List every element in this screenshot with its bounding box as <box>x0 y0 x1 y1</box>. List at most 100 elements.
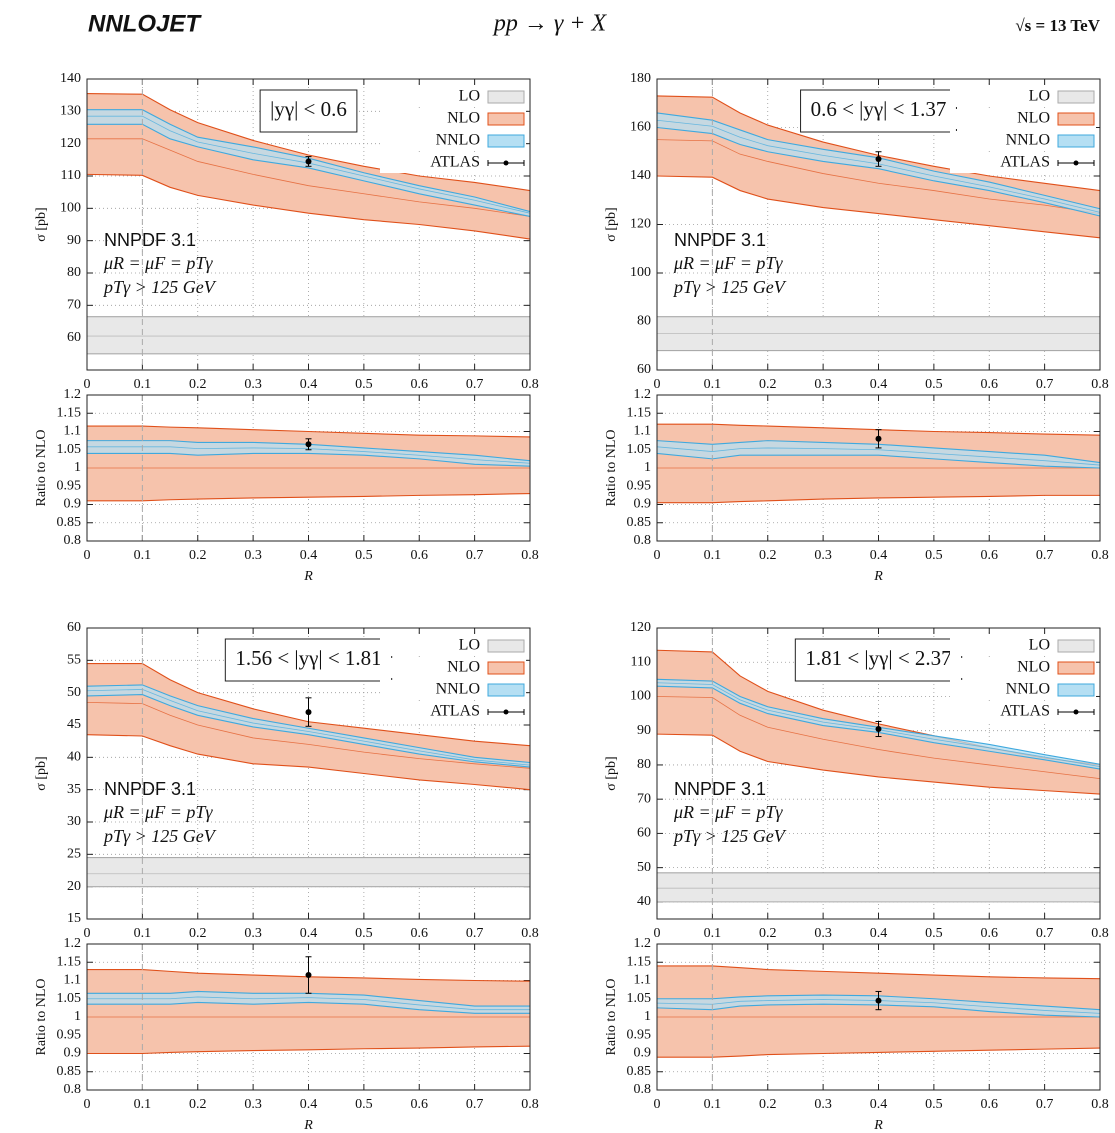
y-tick-label: 1.15 <box>627 405 652 420</box>
x-tick-label: 0.1 <box>134 377 152 392</box>
y-tick-label: 1.2 <box>634 387 652 402</box>
annotation: NNPDF 3.1 <box>104 230 196 250</box>
legend-label: LO <box>1029 88 1050 105</box>
band-upper <box>657 994 1101 1011</box>
x-tick-label: 0.3 <box>814 377 832 392</box>
legend-label: NNLO <box>1006 132 1050 149</box>
y-axis-label: σ [pb] <box>604 756 619 790</box>
data-point <box>875 156 882 163</box>
x-tick-label: 0.4 <box>300 548 318 563</box>
annotation: pTγ > 125 GeV <box>102 277 217 297</box>
legend-label: NNLO <box>1006 681 1050 698</box>
legend-swatch <box>1057 683 1095 697</box>
x-tick-label: 0.6 <box>981 1097 999 1112</box>
legend-swatch <box>1057 661 1095 675</box>
y-tick-label: 0.85 <box>57 1064 82 1079</box>
y-tick-label: 0.8 <box>634 1082 652 1097</box>
y-tick-label: 180 <box>630 71 651 86</box>
x-tick-label: 0 <box>84 377 91 392</box>
band-upper <box>87 990 530 1007</box>
plot-frame <box>656 78 1101 371</box>
plot-frame <box>86 627 531 920</box>
plot-frame <box>656 943 1101 1091</box>
x-tick-label: 0.8 <box>521 926 539 941</box>
y-tick-label: 25 <box>67 847 81 862</box>
legend-label: NLO <box>447 110 480 127</box>
x-tick-label: 0.8 <box>1091 1097 1109 1112</box>
band-fill <box>657 440 1100 468</box>
y-tick-label: 1.15 <box>57 954 82 969</box>
band-central <box>656 119 1101 213</box>
band-lower <box>657 494 1100 504</box>
y-tick-label: 120 <box>630 217 651 232</box>
x-tick-label: 0.5 <box>355 377 373 392</box>
y-tick-label: 1.15 <box>57 405 82 420</box>
annotation: μR = μF = pTγ <box>673 253 783 273</box>
band-upper <box>86 93 531 192</box>
x-tick-label: 0.3 <box>244 1097 262 1112</box>
legend-background <box>950 702 1096 722</box>
y-tick-label: 1.05 <box>57 991 82 1006</box>
legend-swatch <box>1057 90 1095 104</box>
annotation: NNPDF 3.1 <box>674 230 766 250</box>
band-upper <box>656 112 1101 210</box>
x-tick-label: 0.1 <box>704 1097 722 1112</box>
band-central <box>87 115 531 214</box>
y-axis-label: σ [pb] <box>34 207 49 241</box>
y-tick-label: 80 <box>637 314 651 329</box>
y-tick-label: 0.95 <box>57 478 82 493</box>
annotation: NNPDF 3.1 <box>104 779 196 799</box>
annotation: μR = μF = pTγ <box>103 253 213 273</box>
x-tick-label: 0.6 <box>981 926 999 941</box>
x-tick-label: 0.4 <box>870 548 888 563</box>
y-tick-label: 0.9 <box>634 497 652 512</box>
y-axis-label: σ [pb] <box>34 756 49 790</box>
band-upper <box>87 425 531 438</box>
region-label: 1.81 < |yγ| < 2.37 <box>805 646 951 670</box>
band-lower <box>656 733 1101 795</box>
x-tick-label: 0.4 <box>300 926 318 941</box>
y-tick-label: 1 <box>644 1009 651 1024</box>
header-right: √s = 13 TeV <box>1015 16 1100 35</box>
legend-label: NNLO <box>436 132 480 149</box>
y-tick-label: 100 <box>630 689 651 704</box>
annotation: NNPDF 3.1 <box>674 779 766 799</box>
band-lower <box>87 1001 530 1014</box>
x-tick-label: 0.6 <box>411 926 429 941</box>
legend-label: ATLAS <box>1000 154 1050 171</box>
y-tick-label: 70 <box>637 791 651 806</box>
x-tick-label: 0.7 <box>1036 377 1054 392</box>
y-tick-label: 30 <box>67 814 81 829</box>
legend-swatch <box>487 90 525 104</box>
band-central <box>86 701 531 769</box>
x-axis-label: R <box>873 569 883 584</box>
x-tick-label: 0.4 <box>870 1097 888 1112</box>
y-tick-label: 0.95 <box>627 478 652 493</box>
x-tick-label: 0.7 <box>466 1097 484 1112</box>
x-tick-label: 0.1 <box>704 377 722 392</box>
x-tick-label: 0 <box>654 548 661 563</box>
y-tick-label: 110 <box>631 654 651 669</box>
data-point <box>875 435 882 442</box>
header-left: NNLOJET <box>88 10 202 37</box>
y-tick-label: 70 <box>67 298 81 313</box>
x-tick-label: 0.5 <box>925 1097 943 1112</box>
band-lower <box>87 123 531 217</box>
band-upper <box>656 678 1101 765</box>
legend-swatch <box>487 683 525 697</box>
x-tick-label: 0.7 <box>1036 1097 1054 1112</box>
legend-swatch <box>487 112 525 126</box>
x-tick-label: 0.4 <box>870 377 888 392</box>
data-point <box>875 997 882 1004</box>
region-label: 1.56 < |yγ| < 1.81 <box>235 646 381 670</box>
y-tick-label: 80 <box>67 265 81 280</box>
y-tick-label: 140 <box>630 168 651 183</box>
x-tick-label: 0.6 <box>411 377 429 392</box>
legend-swatch <box>1057 134 1095 148</box>
data-point <box>305 972 312 979</box>
x-tick-label: 0.8 <box>1091 548 1109 563</box>
y-tick-label: 100 <box>630 265 651 280</box>
band-upper <box>656 95 1101 192</box>
band-fill <box>657 965 1100 1058</box>
